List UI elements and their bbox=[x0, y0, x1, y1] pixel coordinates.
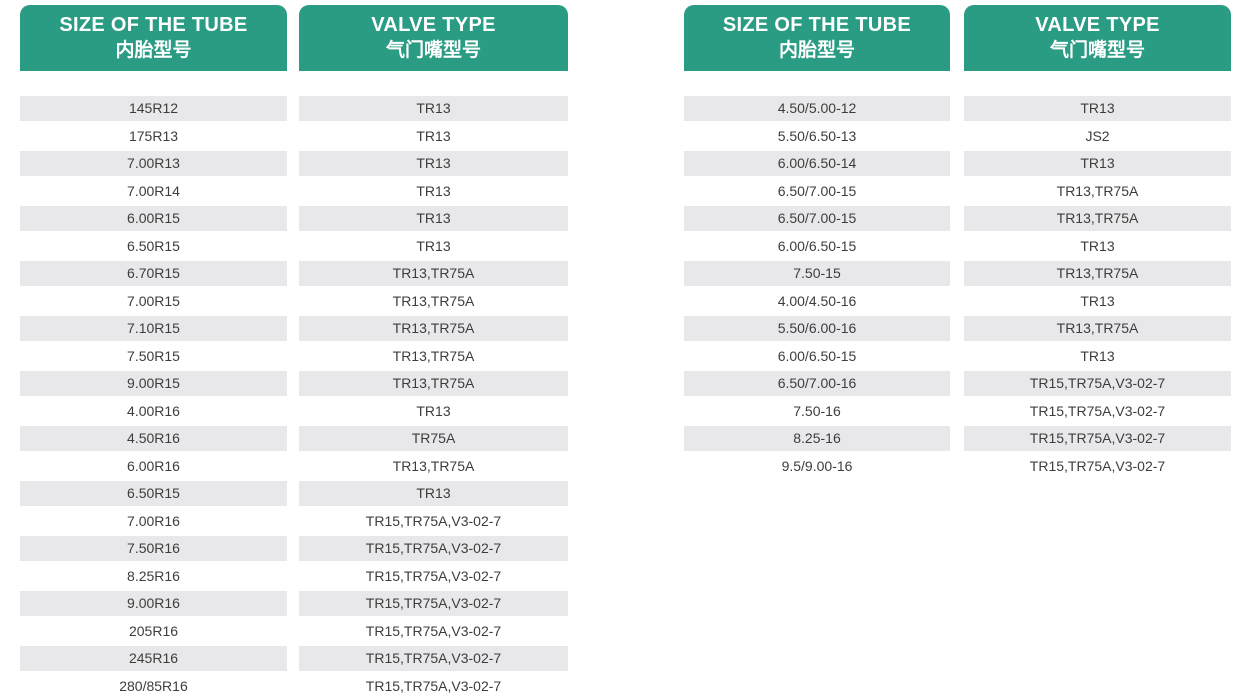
size-header-en: SIZE OF THE TUBE bbox=[722, 14, 912, 36]
size-header-en: SIZE OF THE TUBE bbox=[59, 14, 248, 36]
table-cell: TR13 bbox=[299, 398, 568, 424]
table-cell: 6.00/6.50-15 bbox=[684, 233, 950, 259]
table-cell: 8.25R16 bbox=[20, 563, 287, 589]
left-table-valve-column: VALVE TYPE 气门嘴型号 TR13 TR13 TR13 TR13 TR13 TR1… bbox=[299, 5, 568, 699]
table-cell: TR13,TR75A bbox=[299, 371, 568, 396]
left-valve-column-header: VALVE TYPE 气门嘴型号 bbox=[299, 5, 568, 71]
table-cell: 6.50/7.00-15 bbox=[684, 206, 950, 231]
valve-header-en: VALVE TYPE bbox=[1035, 14, 1160, 36]
table-cell: TR15,TR75A,V3-02-7 bbox=[299, 508, 568, 534]
table-cell: 145R12 bbox=[20, 96, 287, 121]
table-cell: 7.00R15 bbox=[20, 288, 287, 314]
table-cell: 7.00R14 bbox=[20, 178, 287, 204]
table-cell: 6.50/7.00-16 bbox=[684, 371, 950, 396]
table-cell: 245R16 bbox=[20, 646, 287, 671]
table-cell: TR13 bbox=[299, 481, 568, 506]
right-size-column-header: SIZE OF THE TUBE 内胎型号 bbox=[684, 5, 950, 71]
table-cell: TR13,TR75A bbox=[299, 261, 568, 286]
table-cell: 175R13 bbox=[20, 123, 287, 149]
table-cell: TR13 bbox=[964, 233, 1231, 259]
table-cell: 6.00/6.50-15 bbox=[684, 343, 950, 369]
valve-header-zh: 气门嘴型号 bbox=[1049, 40, 1145, 61]
left-table-size-column: SIZE OF THE TUBE 内胎型号 145R12 175R13 7.00R1… bbox=[20, 5, 287, 699]
table-cell: TR13 bbox=[964, 343, 1231, 369]
table-cell: TR15,TR75A,V3-02-7 bbox=[964, 371, 1231, 396]
table-cell: TR13 bbox=[299, 151, 568, 176]
table-cell: 7.50R15 bbox=[20, 343, 287, 369]
table-cell: TR13,TR75A bbox=[299, 316, 568, 341]
table-cell: 7.50-15 bbox=[684, 261, 950, 286]
table-cell: 4.00/4.50-16 bbox=[684, 288, 950, 314]
table-cell: TR13 bbox=[299, 123, 568, 149]
table-cell: TR13 bbox=[299, 96, 568, 121]
right-size-rows: 4.50/5.00-12 5.50/6.50-13 6.00/6.50-14 6.50… bbox=[684, 96, 950, 479]
table-cell: 7.00R16 bbox=[20, 508, 287, 534]
table-cell: 7.10R15 bbox=[20, 316, 287, 341]
table-cell: 7.50R16 bbox=[20, 536, 287, 561]
table-cell: 4.00R16 bbox=[20, 398, 287, 424]
table-cell: 6.50R15 bbox=[20, 481, 287, 506]
table-cell: 4.50/5.00-12 bbox=[684, 96, 950, 121]
table-cell: 5.50/6.00-16 bbox=[684, 316, 950, 341]
left-valve-rows: TR13 TR13 TR13 TR13 TR13 TR13 TR13,TR75A TR13,T… bbox=[299, 96, 568, 699]
table-cell: 6.00R15 bbox=[20, 206, 287, 231]
right-valve-rows: TR13 JS2 TR13 TR13,TR75A TR13,TR75A TR13 TR13,… bbox=[964, 96, 1231, 479]
table-cell: TR13,TR75A bbox=[299, 453, 568, 479]
right-valve-column-header: VALVE TYPE 气门嘴型号 bbox=[964, 5, 1231, 71]
table-cell: TR75A bbox=[299, 426, 568, 451]
table-cell: 280/85R16 bbox=[20, 673, 287, 699]
table-cell: TR13,TR75A bbox=[964, 261, 1231, 286]
table-cell: 6.00R16 bbox=[20, 453, 287, 479]
table-cell: 9.00R16 bbox=[20, 591, 287, 616]
table-cell: 6.70R15 bbox=[20, 261, 287, 286]
table-cell: 9.5/9.00-16 bbox=[684, 453, 950, 479]
table-cell: 205R16 bbox=[20, 618, 287, 644]
table-cell: TR15,TR75A,V3-02-7 bbox=[299, 591, 568, 616]
left-size-column-header: SIZE OF THE TUBE 内胎型号 bbox=[20, 5, 287, 71]
table-cell: 5.50/6.50-13 bbox=[684, 123, 950, 149]
table-cell: TR15,TR75A,V3-02-7 bbox=[964, 398, 1231, 424]
table-cell: TR15,TR75A,V3-02-7 bbox=[299, 563, 568, 589]
table-cell: JS2 bbox=[964, 123, 1231, 149]
table-cell: TR15,TR75A,V3-02-7 bbox=[299, 536, 568, 561]
table-cell: TR13,TR75A bbox=[964, 206, 1231, 231]
table-cell: TR13,TR75A bbox=[964, 316, 1231, 341]
table-cell: TR13 bbox=[299, 233, 568, 259]
table-cell: TR13 bbox=[964, 151, 1231, 176]
table-cell: 7.00R13 bbox=[20, 151, 287, 176]
table-cell: TR13 bbox=[964, 288, 1231, 314]
table-cell: 6.00/6.50-14 bbox=[684, 151, 950, 176]
table-cell: TR13 bbox=[299, 206, 568, 231]
size-header-zh: 内胎型号 bbox=[115, 40, 192, 61]
table-cell: TR15,TR75A,V3-02-7 bbox=[299, 618, 568, 644]
valve-header-en: VALVE TYPE bbox=[371, 14, 496, 36]
table-cell: TR13,TR75A bbox=[964, 178, 1231, 204]
table-cell: TR15,TR75A,V3-02-7 bbox=[964, 426, 1231, 451]
table-cell: 8.25-16 bbox=[684, 426, 950, 451]
table-cell: 6.50/7.00-15 bbox=[684, 178, 950, 204]
table-cell: TR13 bbox=[964, 96, 1231, 121]
valve-header-zh: 气门嘴型号 bbox=[385, 40, 481, 61]
right-table-size-column: SIZE OF THE TUBE 内胎型号 4.50/5.00-12 5.50/6… bbox=[684, 5, 950, 479]
size-header-zh: 内胎型号 bbox=[778, 40, 855, 61]
table-cell: 6.50R15 bbox=[20, 233, 287, 259]
table-cell: 7.50-16 bbox=[684, 398, 950, 424]
right-table-valve-column: VALVE TYPE 气门嘴型号 TR13 JS2 TR13 TR13,TR75A TR… bbox=[964, 5, 1231, 479]
table-cell: TR13,TR75A bbox=[299, 343, 568, 369]
table-cell: TR13,TR75A bbox=[299, 288, 568, 314]
table-cell: 4.50R16 bbox=[20, 426, 287, 451]
table-cell: TR15,TR75A,V3-02-7 bbox=[299, 673, 568, 699]
table-cell: 9.00R15 bbox=[20, 371, 287, 396]
left-size-rows: 145R12 175R13 7.00R13 7.00R14 6.00R15 6.50R15… bbox=[20, 96, 287, 699]
table-cell: TR15,TR75A,V3-02-7 bbox=[299, 646, 568, 671]
table-cell: TR15,TR75A,V3-02-7 bbox=[964, 453, 1231, 479]
table-cell: TR13 bbox=[299, 178, 568, 204]
